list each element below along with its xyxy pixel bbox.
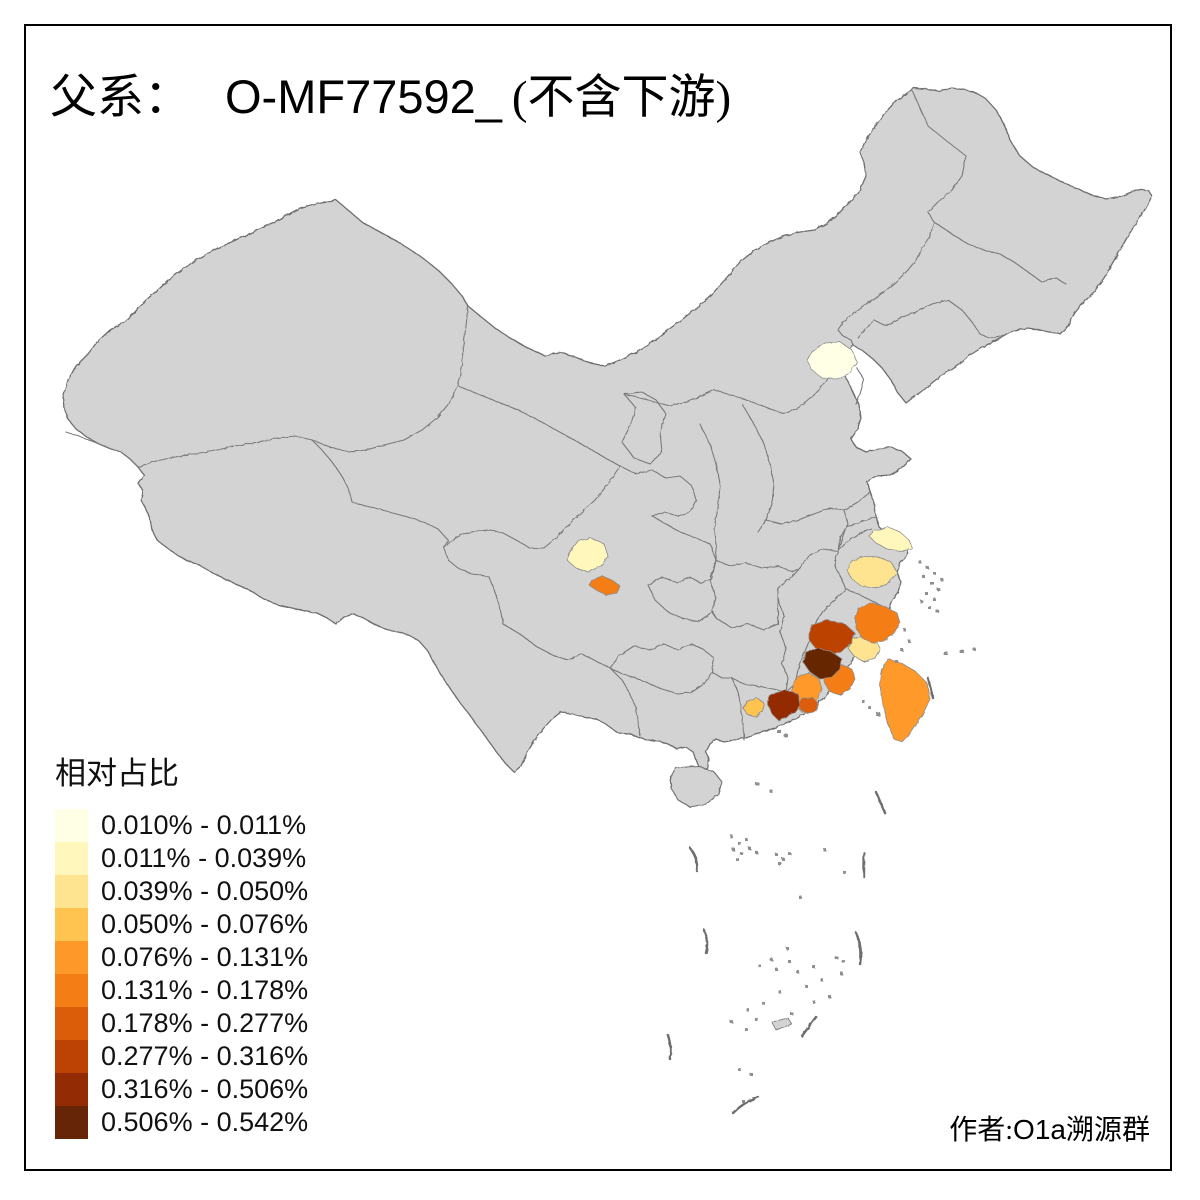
legend-color-swatch [55,1073,88,1106]
legend-color-swatch [55,809,88,842]
legend-color-swatch [55,1106,88,1139]
legend-color-swatch [55,875,88,908]
region-chengdu-area [566,537,609,573]
region-north-central-fujian [808,619,856,656]
legend-color-swatch [55,908,88,941]
legend-item-label: 0.277% - 0.316% [101,1041,309,1071]
legend-color-swatch [55,1007,88,1040]
attribution-group-latin: O1a [1013,1114,1066,1145]
legend-item: 0.010% - 0.011% [55,809,308,842]
legend-item-label: 0.178% - 0.277% [101,1008,309,1038]
legend-item: 0.131% - 0.178% [55,974,308,1007]
legend-color-swatch [55,842,88,875]
legend-color-swatch [55,941,88,974]
legend-item-label: 0.050% - 0.076% [101,909,309,939]
attribution-prefix: 作者: [949,1115,1014,1146]
legend-item-label: 0.011% - 0.039% [101,843,307,873]
mainland-outline [62,87,1153,773]
legend-item: 0.178% - 0.277% [55,1007,308,1040]
nine-dash-line [666,676,935,1115]
attribution-group-zh: 溯源群 [1065,1115,1150,1146]
legend-item-label: 0.010% - 0.011% [101,810,307,840]
title-suffix: (不含下游) [511,72,732,124]
legend: 相对占比 0.010% - 0.011% 0.011% - 0.039% 0.039… [55,748,308,1139]
province-borders [65,89,1067,741]
legend-item-label: 0.316% - 0.506% [101,1074,309,1104]
region-west-guangdong [742,697,765,718]
legend-items: 0.010% - 0.011% 0.011% - 0.039% 0.039% - 0… [55,809,308,1139]
small-islands [730,560,976,1103]
hainan-island [670,765,723,808]
legend-item: 0.076% - 0.131% [55,941,308,974]
colored-regions [566,341,931,743]
legend-item-label: 0.131% - 0.178% [101,975,309,1005]
region-south-sichuan [588,575,621,596]
spratly-reef [771,1017,793,1031]
legend-item: 0.316% - 0.506% [55,1073,308,1106]
legend-color-swatch [55,974,88,1007]
legend-item-label: 0.506% - 0.542% [101,1107,309,1137]
legend-item: 0.011% - 0.039% [55,842,308,875]
title-prefix: 父系： [50,72,191,124]
region-central-zhejiang [846,555,898,589]
legend-item: 0.506% - 0.542% [55,1106,308,1139]
legend-item: 0.050% - 0.076% [55,908,308,941]
legend-item-label: 0.076% - 0.131% [101,942,309,972]
region-west-central-fujian [802,647,843,680]
region-taiwan [879,658,931,743]
page-title: 父系： O-MF77592_ (不含下游) [50,58,731,127]
region-shanghai-area [868,526,913,552]
legend-item-label: 0.039% - 0.050% [101,876,309,906]
region-east-guangdong [767,689,801,722]
islands [670,765,793,1031]
title-lineage-code: O-MF77592_ [225,70,502,123]
legend-item: 0.039% - 0.050% [55,875,308,908]
legend-item: 0.277% - 0.316% [55,1040,308,1073]
attribution: 作者:O1a溯源群 [949,1108,1150,1148]
legend-color-swatch [55,1040,88,1073]
region-northeast-fujian [854,602,901,644]
region-beijing-area [806,341,858,380]
legend-title: 相对占比 [55,756,179,791]
